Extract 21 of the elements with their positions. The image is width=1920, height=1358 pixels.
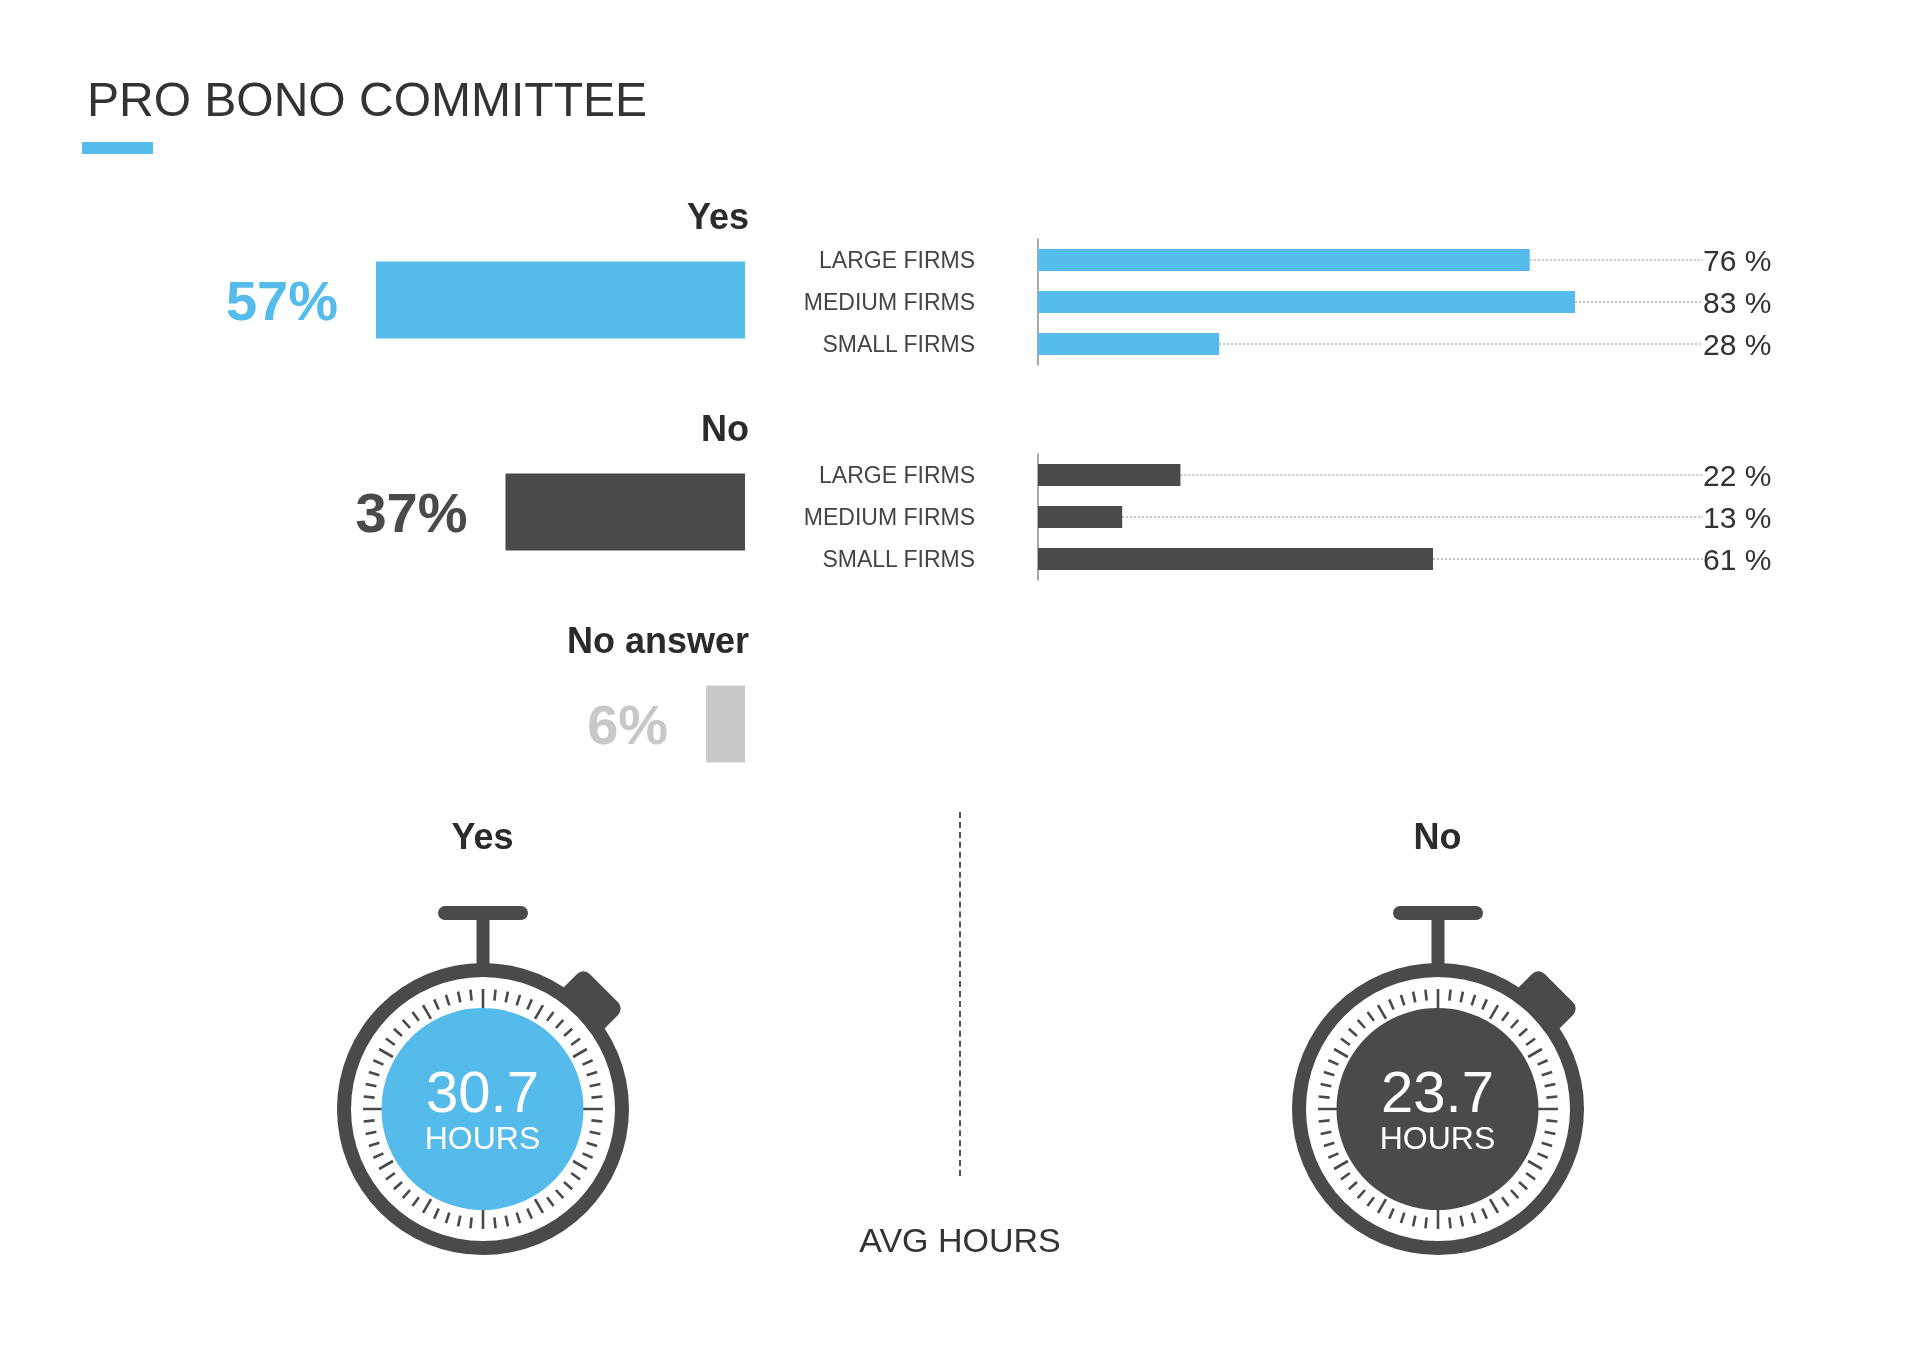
data-label: 76 % [1703, 243, 1772, 277]
y-tick-label: MEDIUM FIRMS [803, 289, 975, 315]
data-label: 22 % [1703, 458, 1772, 492]
chart-title: PRO BONO COMMITTEE [87, 72, 648, 126]
data-label: 37% [355, 480, 468, 544]
data-label: 83 % [1703, 285, 1772, 319]
data-label: 61 % [1703, 542, 1772, 576]
category-label: No [1413, 815, 1462, 857]
y-tick-label: Yes [686, 195, 749, 237]
text: AVG HOURS [859, 1221, 1061, 1259]
data-label: 57% [225, 268, 338, 332]
y-tick-label: SMALL FIRMS [822, 331, 975, 357]
y-tick-label: No answer [566, 619, 749, 661]
data-label: 28 % [1703, 327, 1772, 361]
data-label: 13 % [1703, 500, 1772, 534]
y-tick-label: LARGE FIRMS [819, 462, 975, 488]
y-tick-label: LARGE FIRMS [819, 247, 975, 273]
y-tick-label: MEDIUM FIRMS [803, 504, 975, 530]
y-tick-label: No [701, 407, 749, 449]
category-label: Yes [451, 815, 514, 857]
y-tick-label: SMALL FIRMS [822, 546, 975, 572]
